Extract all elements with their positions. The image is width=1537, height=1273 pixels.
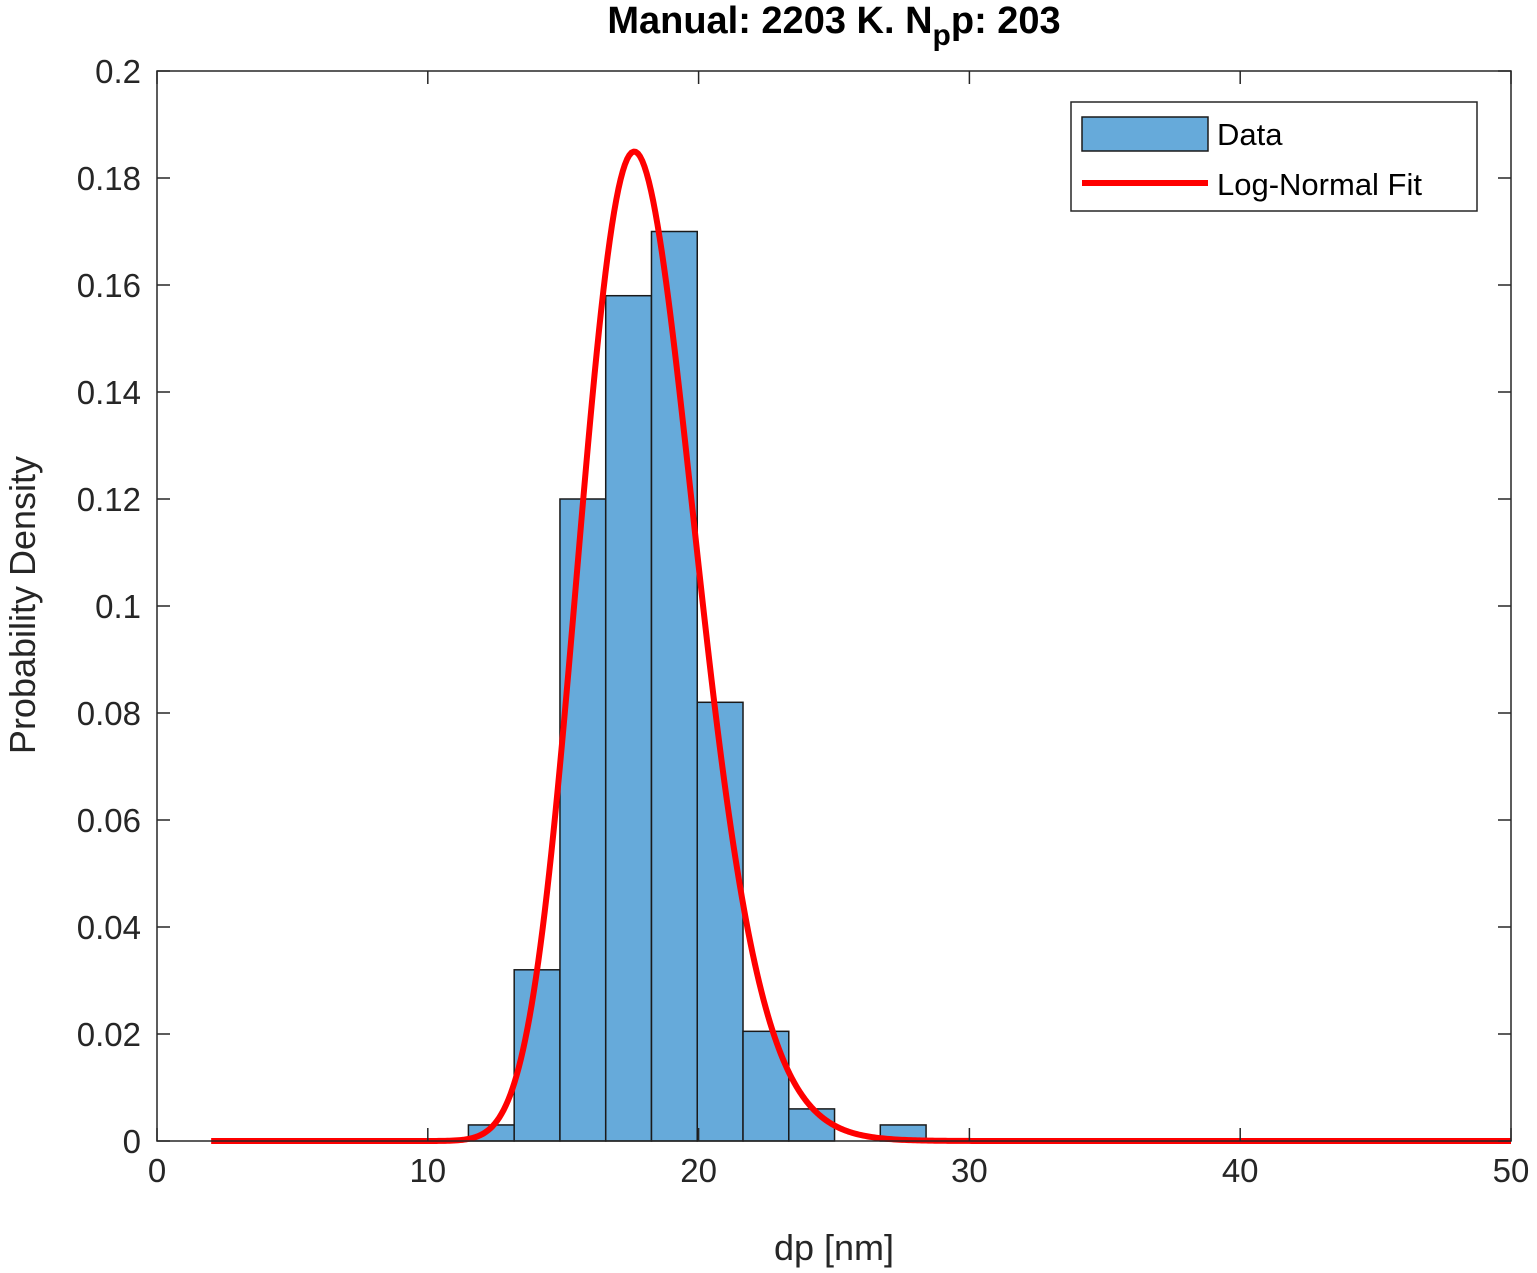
histogram-bars bbox=[467, 230, 927, 1142]
log-normal-fit-line bbox=[210, 148, 1512, 1144]
y-tick-label: 0.18 bbox=[77, 160, 141, 197]
histogram-bar bbox=[742, 1030, 790, 1142]
chart-title: Manual: 2203 K. Npp: 203 bbox=[607, 0, 1060, 52]
histogram-bar bbox=[559, 498, 607, 1142]
x-tick-label: 20 bbox=[680, 1152, 717, 1189]
y-tick-label: 0.06 bbox=[77, 802, 141, 839]
x-axis-label: dp [nm] bbox=[774, 1227, 894, 1268]
x-tick-label: 0 bbox=[148, 1152, 166, 1189]
legend-data-label: Data bbox=[1217, 117, 1283, 152]
y-tick-label: 0.1 bbox=[95, 588, 141, 625]
y-axis-label: Probability Density bbox=[2, 456, 43, 754]
x-tick-label: 30 bbox=[951, 1152, 988, 1189]
legend: Data Log-Normal Fit bbox=[1070, 101, 1478, 212]
axes bbox=[156, 70, 1512, 1142]
title-subscript: p bbox=[933, 19, 951, 52]
y-tick-label: 0.16 bbox=[77, 267, 141, 304]
y-tick-label: 0.2 bbox=[95, 53, 141, 90]
y-tick-label: 0.08 bbox=[77, 695, 141, 732]
histogram-bar bbox=[650, 230, 698, 1142]
legend-fit-label: Log-Normal Fit bbox=[1217, 167, 1422, 202]
y-tick-label: 0.14 bbox=[77, 374, 141, 411]
x-tick-label: 50 bbox=[1493, 1152, 1530, 1189]
title-suffix: p: 203 bbox=[951, 0, 1061, 42]
histogram-bar bbox=[696, 701, 744, 1142]
x-tick-label: 40 bbox=[1222, 1152, 1259, 1189]
y-tick-label: 0 bbox=[123, 1123, 141, 1160]
histogram-bar bbox=[604, 294, 653, 1142]
y-tick-label: 0.04 bbox=[77, 909, 141, 946]
title-prefix: Manual: 2203 K. N bbox=[607, 0, 932, 42]
plot-box bbox=[156, 70, 1512, 1142]
tick-labels: 0 10 20 30 40 50 0 0.02 0.04 0.06 0.08 0.1 0.12 0.14 0… bbox=[77, 53, 1530, 1189]
y-tick-label: 0.12 bbox=[77, 481, 141, 518]
y-tick-label: 0.02 bbox=[77, 1016, 141, 1053]
legend-data-swatch bbox=[1081, 116, 1209, 152]
x-tick-label: 10 bbox=[409, 1152, 446, 1189]
fit-layer bbox=[210, 148, 1512, 1144]
